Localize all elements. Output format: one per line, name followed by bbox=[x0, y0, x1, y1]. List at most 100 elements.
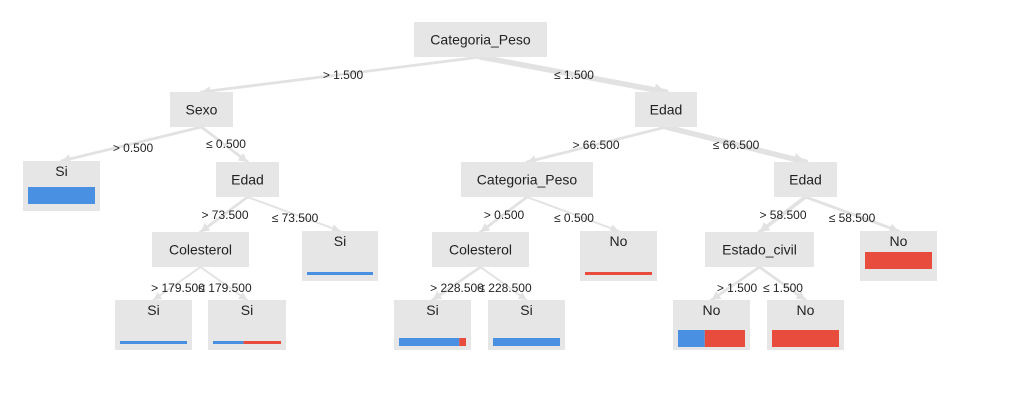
node-label: Si bbox=[520, 302, 532, 318]
node-label: No bbox=[703, 302, 721, 318]
leaf-node-no_cp2[interactable]: No bbox=[580, 231, 657, 281]
edge-col1-si_col1a bbox=[152, 266, 202, 301]
edge-col2-si_col2b bbox=[479, 266, 528, 301]
node-label: No bbox=[890, 233, 908, 249]
edge-label: ≤ 179.500 bbox=[198, 281, 252, 295]
node-label: Categoria_Peso bbox=[430, 32, 531, 48]
node-box bbox=[152, 232, 249, 267]
edge-labels-layer: > 1.500 ≤ 1.500 > 0.500 ≤ 0.500 > 73.500 ≤ 73… bbox=[113, 68, 876, 295]
edge-ec-no_ec1 bbox=[710, 265, 761, 302]
split-node-edad3[interactable]: Edad bbox=[774, 162, 837, 197]
edges-layer bbox=[60, 54, 900, 302]
node-label: Colesterol bbox=[449, 242, 512, 258]
edge-label: ≤ 66.500 bbox=[713, 138, 760, 152]
node-label: Edad bbox=[789, 172, 822, 188]
node-label: Categoria_Peso bbox=[477, 172, 578, 188]
edge-col1-si_col1b bbox=[199, 266, 248, 301]
edge-edad2-si_edad2 bbox=[246, 196, 341, 232]
node-box bbox=[461, 162, 593, 197]
no-share-bar bbox=[704, 330, 745, 347]
edge-edad1-edad3 bbox=[663, 124, 809, 165]
edge-label: ≤ 73.500 bbox=[272, 211, 319, 225]
edge-label: > 1.500 bbox=[323, 68, 364, 82]
split-node-col1[interactable]: Colesterol bbox=[152, 232, 249, 267]
si-share-bar bbox=[678, 330, 705, 347]
no-share-bar bbox=[585, 272, 652, 275]
node-box bbox=[216, 162, 279, 197]
edge-arrowhead bbox=[888, 223, 899, 233]
node-box bbox=[705, 232, 814, 267]
node-label: No bbox=[610, 233, 628, 249]
node-label: Edad bbox=[650, 102, 683, 118]
edge-label: > 1.500 bbox=[717, 281, 758, 295]
node-label: Colesterol bbox=[169, 242, 232, 258]
leaf-node-no_ec2[interactable]: No bbox=[767, 300, 844, 350]
leaf-node-si_col1b[interactable]: Si bbox=[208, 300, 286, 350]
no-share-bar bbox=[772, 330, 839, 347]
leaf-node-si_col2a[interactable]: Si bbox=[394, 300, 471, 350]
edge-root-edad1 bbox=[477, 54, 669, 95]
edge-cp2-no_cp2 bbox=[526, 196, 620, 232]
si-share-bar bbox=[120, 341, 187, 344]
leaf-node-si_edad2[interactable]: Si bbox=[302, 231, 378, 281]
leaf-node-si_col2b[interactable]: Si bbox=[488, 300, 565, 350]
split-node-col2[interactable]: Colesterol bbox=[432, 232, 529, 267]
edge-label: > 0.500 bbox=[484, 208, 525, 222]
edge-label: > 0.500 bbox=[113, 141, 154, 155]
edge-label: > 228.500 bbox=[430, 281, 484, 295]
edge-label: > 66.500 bbox=[572, 138, 619, 152]
split-node-edad1[interactable]: Edad bbox=[635, 92, 697, 127]
edge-arrowhead bbox=[517, 292, 527, 300]
leaf-node-no_ec1[interactable]: No bbox=[673, 300, 750, 350]
edge-arrowhead bbox=[331, 224, 340, 233]
split-node-root[interactable]: Categoria_Peso bbox=[414, 22, 547, 57]
edge-arrowhead bbox=[432, 291, 443, 300]
node-label: Si bbox=[334, 233, 346, 249]
node-box bbox=[774, 162, 837, 197]
edge-ec-no_ec2 bbox=[758, 265, 807, 302]
edge-arrowhead bbox=[480, 222, 491, 232]
node-box bbox=[432, 232, 529, 267]
edge-edad1-cp2 bbox=[525, 125, 668, 164]
edge-cp2-col2 bbox=[479, 195, 529, 234]
split-node-edad2[interactable]: Edad bbox=[216, 162, 279, 197]
node-label: Si bbox=[426, 302, 438, 318]
edge-arrowhead bbox=[200, 222, 211, 232]
edge-arrowhead bbox=[759, 221, 771, 232]
edge-label: ≤ 0.500 bbox=[206, 137, 246, 151]
no-share-bar bbox=[459, 338, 466, 346]
node-label: Edad bbox=[231, 172, 264, 188]
edge-label: ≤ 0.500 bbox=[554, 211, 594, 225]
split-node-sexo[interactable]: Sexo bbox=[170, 92, 233, 127]
edge-edad3-no_edad3 bbox=[804, 195, 900, 233]
leaf-node-si_col1a[interactable]: Si bbox=[115, 300, 192, 350]
edge-arrowhead bbox=[237, 152, 248, 162]
node-label: No bbox=[797, 302, 815, 318]
leaf-node-si_sexo[interactable]: Si bbox=[23, 161, 100, 211]
no-share-bar bbox=[243, 341, 281, 344]
edge-label: ≤ 1.500 bbox=[554, 68, 594, 82]
split-node-ec[interactable]: Estado_civil bbox=[705, 232, 814, 267]
edge-arrowhead bbox=[153, 292, 163, 300]
edge-sexo-edad2 bbox=[200, 125, 249, 164]
si-share-bar bbox=[493, 338, 560, 346]
si-share-bar bbox=[28, 187, 95, 204]
si-share-bar bbox=[399, 338, 460, 346]
node-label: Sexo bbox=[186, 102, 218, 118]
edge-root-sexo bbox=[200, 55, 482, 94]
node-label: Si bbox=[55, 163, 67, 179]
node-box bbox=[635, 92, 697, 127]
edge-arrowhead bbox=[238, 292, 247, 300]
edge-label: ≤ 228.500 bbox=[478, 281, 532, 295]
edge-col2-si_col2a bbox=[431, 265, 482, 302]
node-box bbox=[170, 92, 233, 127]
split-node-cp2[interactable]: Categoria_Peso bbox=[461, 162, 593, 197]
edge-edad2-col1 bbox=[199, 195, 249, 234]
edge-arrowhead bbox=[795, 291, 806, 300]
leaf-node-no_edad3[interactable]: No bbox=[860, 231, 937, 281]
node-label: Si bbox=[241, 302, 253, 318]
edge-label: ≤ 58.500 bbox=[829, 211, 876, 225]
no-share-bar bbox=[865, 252, 932, 269]
edge-arrowhead bbox=[609, 224, 619, 233]
